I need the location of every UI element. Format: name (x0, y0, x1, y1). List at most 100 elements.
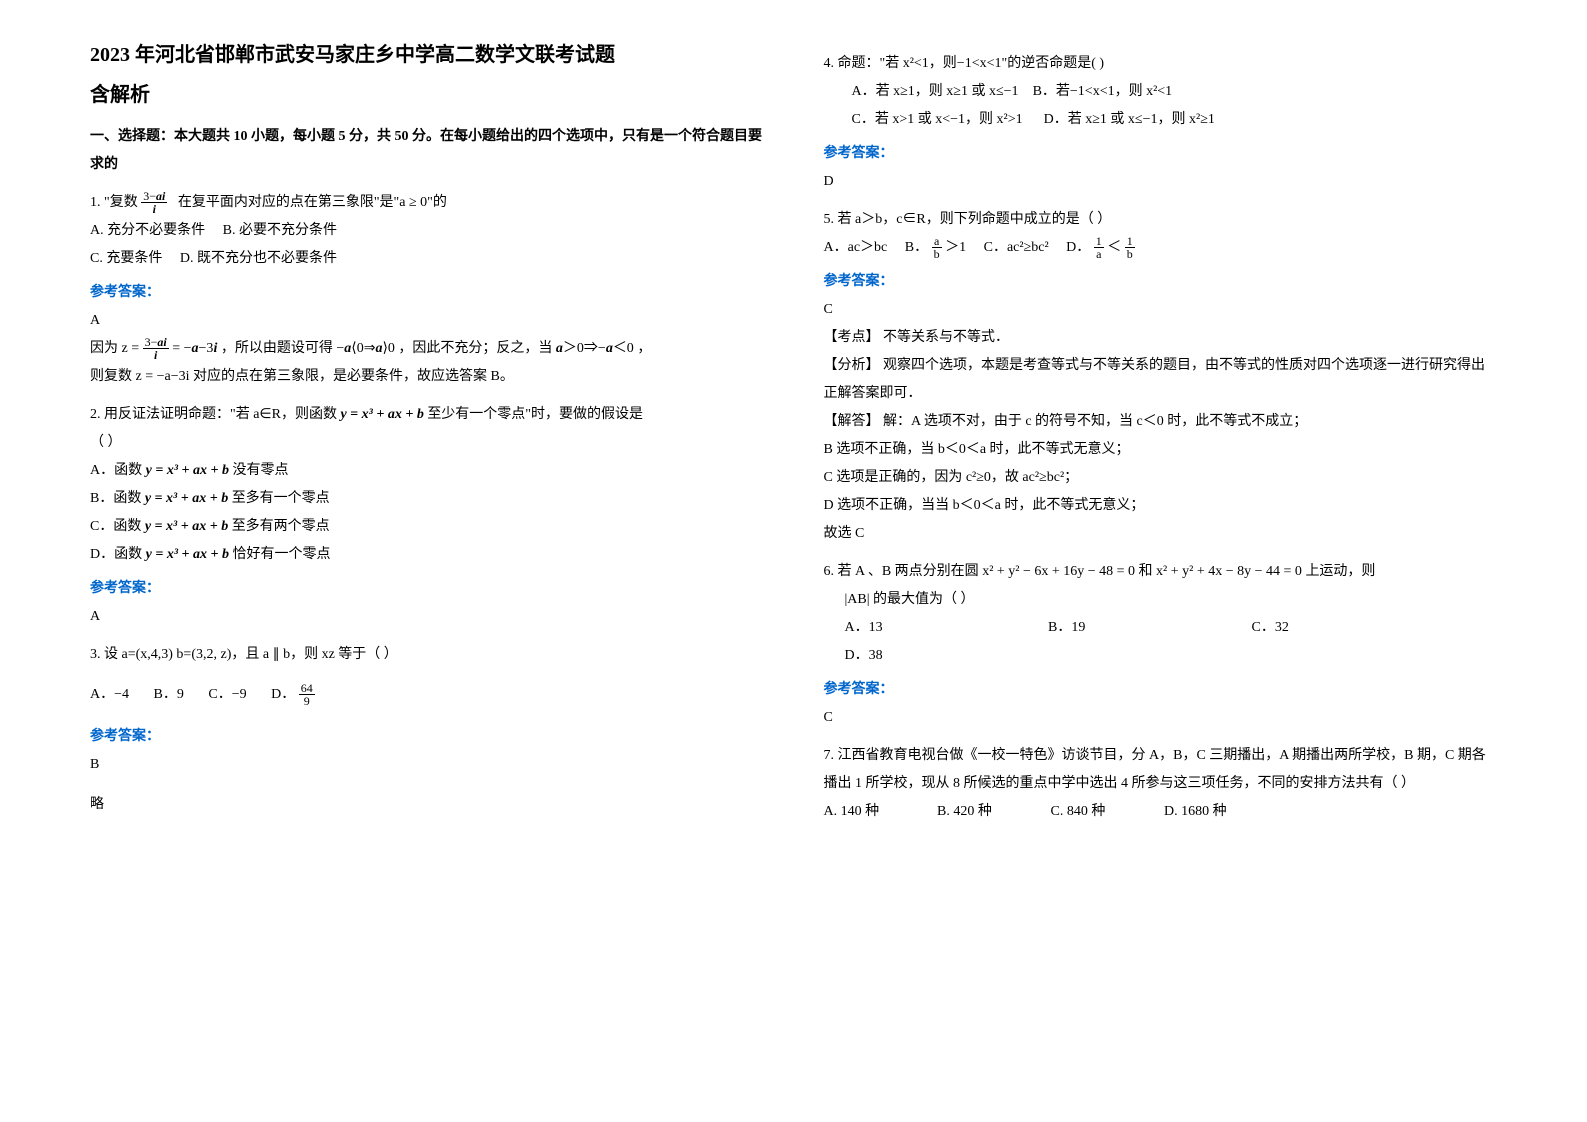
q4-answer-label: 参考答案： (824, 140, 1498, 168)
q1-expl1-f1: z = 3−aii = −a−3i (122, 341, 218, 356)
q3-omit: 略 (90, 791, 764, 819)
q1-expl1-p1: 因为 (90, 341, 118, 356)
q5-jd1: 【解答】 解：A 选项不对，由于 c 的符号不知，当 c＜0 时，此不等式不成立… (824, 408, 1498, 436)
q5-kp-text: 不等关系与不等式． (883, 330, 1009, 345)
q1-optD: D. 既不充分也不必要条件 (180, 251, 337, 266)
q1-expl1-f3: a＞0⇒−a＜0 (556, 341, 634, 356)
q6-opts-row1: A．13 B．19 C．32 (845, 614, 1498, 642)
q1-answer: A (90, 307, 764, 335)
q1-formula: 3−ai i (141, 190, 167, 215)
q6-answer: C (824, 704, 1498, 732)
q1-expl1-p2: ，所以由题设可得 (221, 341, 333, 356)
q6-optD: D．38 (845, 642, 1498, 670)
q1-expl1-f2: −a⟨0⇒a⟩0 (336, 341, 395, 356)
q1-explain-1: 因为 z = 3−aii = −a−3i ，所以由题设可得 −a⟨0⇒a⟩0 ，… (90, 335, 764, 363)
q2-D-f: y = x³ + ax + b (146, 547, 233, 562)
question-7: 7. 江西省教育电视台做《一校一特色》访谈节目，分 A，B，C 三期播出，A 期… (824, 742, 1498, 798)
page: 2023 年河北省邯郸市武安马家庄乡中学高二数学文联考试题 含解析 一、选择题：… (0, 0, 1587, 1122)
q3-answer: B (90, 751, 764, 779)
q5-fx-label: 【分析】 (824, 358, 880, 373)
q5-optD-pre: D． (1066, 240, 1090, 255)
q2-C-f: y = x³ + ax + b (145, 519, 232, 534)
q3-optD-pre: D． (271, 687, 295, 702)
q2-B-p2: 至多有一个零点 (232, 491, 330, 506)
q5-answer-label: 参考答案： (824, 268, 1498, 296)
q1-prefix: 1. "复数 (90, 195, 138, 210)
q5-fx: 【分析】 观察四个选项，本题是考查等式与不等关系的题目，由不等式的性质对四个选项… (824, 352, 1498, 408)
q7-optD: D. 1680 种 (1164, 804, 1227, 819)
q3-answer-label: 参考答案： (90, 723, 764, 751)
q5-jd1-text: 解：A 选项不对，由于 c 的符号不知，当 c＜0 时，此不等式不成立； (883, 414, 1307, 429)
q2-D-p1: D．函数 (90, 547, 142, 562)
q5-optB-post: ＞1 (945, 240, 966, 255)
q4-row2: C．若 x>1 或 x<−1，则 x²>1 D．若 x≥1 或 x≤−1，则 x… (852, 106, 1498, 134)
q1-answer-label: 参考答案： (90, 279, 764, 307)
question-6: 6. 若 A 、B 两点分别在圆 x² + y² − 6x + 16y − 48… (824, 558, 1498, 586)
q5-fx-text: 观察四个选项，本题是考查等式与不等关系的题目，由不等式的性质对四个选项逐一进行研… (824, 358, 1486, 401)
q3-optC: C．−9 (208, 687, 246, 702)
q1-optB: B. 必要不充分条件 (223, 223, 337, 238)
q1-optA: A. 充分不必要条件 (90, 223, 205, 238)
section-1-head: 一、选择题：本大题共 10 小题，每小题 5 分，共 50 分。在每小题给出的四… (90, 123, 764, 179)
q1-options-1: A. 充分不必要条件 B. 必要不充分条件 (90, 217, 764, 245)
q2-C-p1: C．函数 (90, 519, 141, 534)
left-column: 2023 年河北省邯郸市武安马家庄乡中学高二数学文联考试题 含解析 一、选择题：… (60, 40, 794, 1082)
q2-B-p1: B．函数 (90, 491, 141, 506)
question-2: 2. 用反证法证明命题："若 a∈R，则函数 y = x³ + ax + b 至… (90, 401, 764, 429)
q2-A-p1: A．函数 (90, 463, 142, 478)
q2-optB: B．函数 y = x³ + ax + b 至多有一个零点 (90, 485, 764, 513)
question-4: 4. 命题："若 x²<1，则−1<x<1"的逆否命题是( ) (824, 50, 1498, 78)
q2-optD: D．函数 y = x³ + ax + b 恰好有一个零点 (90, 541, 764, 569)
q2-optC: C．函数 y = x³ + ax + b 至多有两个零点 (90, 513, 764, 541)
q3-optB: B．9 (154, 687, 184, 702)
q2-answer-label: 参考答案： (90, 575, 764, 603)
q2-C-p2: 至多有两个零点 (232, 519, 330, 534)
q6-stem-p2: 上运动，则 (1305, 564, 1375, 579)
q5-jd3: C 选项是正确的，因为 c²≥0，故 ac²≥bc²； (824, 464, 1498, 492)
q2-stem-p1: 2. 用反证法证明命题："若 a∈R，则函数 (90, 407, 337, 422)
q1-expl1-p3: ，因此不充分；反之，当 (398, 341, 552, 356)
q5-jd4: D 选项不正确，当当 b＜0＜a 时，此不等式无意义； (824, 492, 1498, 520)
q2-D-p2: 恰好有一个零点 (232, 547, 330, 562)
q2-answer: A (90, 603, 764, 631)
q6-stem-p1: 6. 若 A 、B 两点分别在圆 (824, 564, 979, 579)
q4-row1: A．若 x≥1，则 x≥1 或 x≤−1 B．若−1<x<1，则 x²<1 (852, 78, 1498, 106)
q3-optA: A．−4 (90, 687, 129, 702)
q1-optC: C. 充要条件 (90, 251, 162, 266)
q5-optC: C．ac²≥bc² (984, 240, 1049, 255)
q6-formula: x² + y² − 6x + 16y − 48 = 0 和 x² + y² + … (982, 564, 1302, 579)
q4-optC: C．若 x>1 或 x<−1，则 x²>1 (852, 112, 1023, 127)
q5-jd5: 故选 C (824, 520, 1498, 548)
q2-formula: y = x³ + ax + b (340, 407, 427, 422)
q1-options-2: C. 充要条件 D. 既不充分也不必要条件 (90, 245, 764, 273)
q2-paren: （ ） (90, 429, 764, 457)
q6-stem2: |AB| 的最大值为（ ） (845, 586, 1498, 614)
q2-B-f: y = x³ + ax + b (145, 491, 232, 506)
q5-optA: A．ac＞bc (824, 240, 888, 255)
q5-jd2: B 选项不正确，当 b＜0＜a 时，此不等式无意义； (824, 436, 1498, 464)
q5-optD-frac1: 1a (1094, 235, 1104, 260)
q1-expl1-p4: ， (637, 341, 651, 356)
q5-options: A．ac＞bc B． ab ＞1 C．ac²≥bc² D． 1a ＜ 1b (824, 234, 1498, 262)
q6-optC: C．32 (1252, 620, 1289, 635)
q6-optA: A．13 (845, 614, 1045, 642)
q6-optB: B．19 (1048, 614, 1248, 642)
q3-optD-frac: 649 (299, 682, 315, 707)
question-5: 5. 若 a＞b，c∈R，则下列命题中成立的是（ ） (824, 206, 1498, 234)
q5-kp: 【考点】 不等关系与不等式． (824, 324, 1498, 352)
exam-title-1: 2023 年河北省邯郸市武安马家庄乡中学高二数学文联考试题 (90, 40, 764, 70)
right-column: 4. 命题："若 x²<1，则−1<x<1"的逆否命题是( ) A．若 x≥1，… (794, 40, 1528, 1082)
q5-jd-label: 【解答】 (824, 414, 880, 429)
question-1: 1. "复数 3−ai i 在复平面内对应的点在第三象限"是"a ≥ 0"的 (90, 189, 764, 217)
q5-optD-frac2: 1b (1125, 235, 1135, 260)
q7-optC: C. 840 种 (1051, 798, 1161, 826)
q7-optB: B. 420 种 (937, 798, 1047, 826)
q4-optD: D．若 x≥1 或 x≤−1，则 x²≥1 (1044, 112, 1215, 127)
q7-options: A. 140 种 B. 420 种 C. 840 种 D. 1680 种 (824, 798, 1498, 826)
q2-optA: A．函数 y = x³ + ax + b 没有零点 (90, 457, 764, 485)
q1-suffix: 在复平面内对应的点在第三象限"是"a ≥ 0"的 (178, 195, 447, 210)
q4-optA: A．若 x≥1，则 x≥1 或 x≤−1 (852, 84, 1019, 99)
q5-optB-frac: ab (932, 235, 942, 260)
q7-optA: A. 140 种 (824, 798, 934, 826)
q5-optB-pre: B． (905, 240, 928, 255)
